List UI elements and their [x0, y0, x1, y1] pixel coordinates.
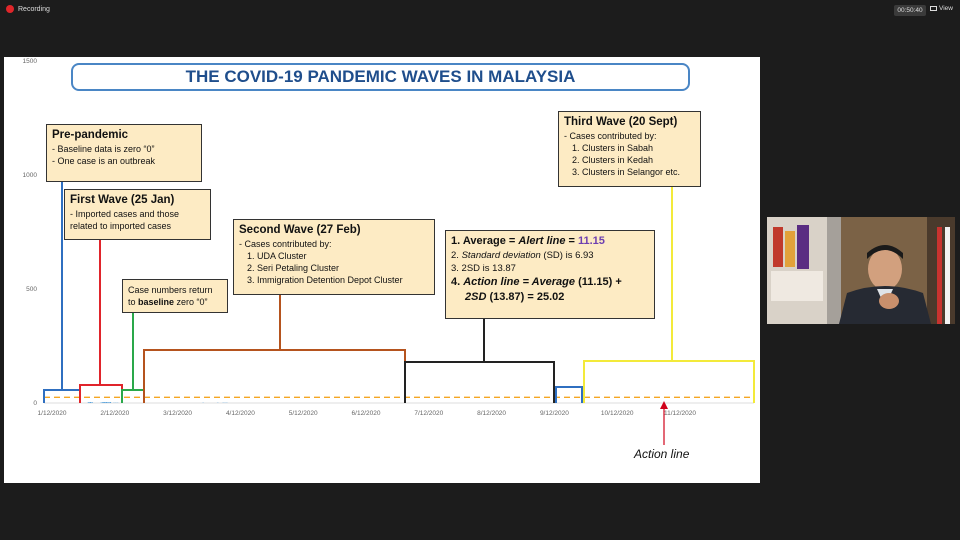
x-tick-label: 11/12/2020: [664, 410, 696, 417]
second-wave-list: UDA Cluster Seri Petaling Cluster Immigr…: [239, 250, 429, 286]
third-wave-list: Clusters in Sabah Clusters in Kedah Clus…: [564, 142, 695, 178]
first-wave-line: related to imported cases: [70, 221, 172, 231]
x-tick-label: 4/12/2020: [226, 410, 255, 417]
slide-title: THE COVID-19 PANDEMIC WAVES IN MALAYSIA: [71, 63, 690, 91]
action-line-formula: 4. Action line = Average (11.15) +: [451, 276, 622, 288]
bars-group: [87, 402, 228, 403]
list-item: Clusters in Kedah: [582, 154, 695, 166]
sd-line: 2. Standard deviation (SD) is 6.93: [451, 250, 594, 261]
x-tick-label: 8/12/2020: [477, 410, 506, 417]
x-tick-label: 9/12/2020: [540, 410, 569, 417]
x-tick-label: 6/12/2020: [352, 410, 381, 417]
second-wave-intro: - Cases contributed by:: [239, 239, 332, 249]
first-wave-line: - Imported cases and those: [70, 209, 180, 219]
bar: [109, 402, 112, 403]
x-tick-label: 3/12/2020: [163, 410, 192, 417]
y-tick-label: 0: [33, 400, 37, 407]
x-tick-label: 7/12/2020: [414, 410, 443, 417]
lull-bracket: [404, 361, 555, 403]
pre-third-wave-bracket: [555, 386, 583, 403]
third-wave-bracket: [583, 360, 755, 403]
cases-chart: 050010001500200025001/12/20202/12/20203/…: [23, 58, 755, 445]
baseline-line: Case numbers return: [128, 285, 213, 295]
bar: [91, 402, 93, 403]
prepandemic-line: - One case is an outbreak: [52, 156, 156, 166]
action-line-label: Action line: [634, 447, 690, 461]
x-tick-label: 10/12/2020: [601, 410, 634, 417]
average-line: 1. Average = Alert line = 11.15: [451, 235, 605, 247]
view-button[interactable]: View: [930, 5, 953, 12]
second-wave-bracket: [143, 349, 406, 403]
list-item: Clusters in Sabah: [582, 142, 695, 154]
action-line-formula-2: 2SD (13.87) = 25.02: [465, 291, 565, 303]
baseline-box: Case numbers return to baseline zero “0”: [122, 279, 228, 313]
presenter-video-frame: [767, 217, 955, 324]
baseline-line-2: to baseline zero “0”: [128, 297, 208, 307]
bar: [89, 402, 92, 403]
bar: [104, 402, 106, 403]
action-line-arrowhead: [660, 401, 668, 409]
list-item: Clusters in Selangor etc.: [582, 166, 695, 178]
bar: [105, 402, 108, 403]
record-icon: [6, 5, 14, 13]
stats-box: 1. Average = Alert line = 11.15 2. Stand…: [445, 230, 655, 319]
baseline-bracket: [121, 389, 145, 403]
recording-label: Recording: [18, 5, 50, 13]
x-tick-label: 5/12/2020: [289, 410, 318, 417]
meeting-timer: 00:50:40: [894, 5, 926, 16]
bar: [87, 402, 90, 403]
x-tick-label: 2/12/2020: [100, 410, 129, 417]
bar: [107, 402, 110, 403]
prepandemic-bracket: [43, 389, 81, 403]
third-wave-heading: Third Wave (20 Sept): [564, 116, 678, 128]
y-tick-label: 500: [26, 286, 37, 293]
first-wave-bracket: [79, 384, 123, 403]
list-item: Immigration Detention Depot Cluster: [257, 274, 429, 286]
list-item: Seri Petaling Cluster: [257, 262, 429, 274]
prepandemic-heading: Pre-pandemic: [52, 129, 129, 141]
shared-slide: 050010001500200025001/12/20202/12/20203/…: [4, 57, 760, 483]
list-item: UDA Cluster: [257, 250, 429, 262]
view-icon: [930, 6, 937, 11]
second-wave-heading: Second Wave (27 Feb): [239, 224, 361, 236]
presenter-video: [767, 217, 955, 324]
y-tick-label: 1000: [23, 172, 38, 179]
meeting-toolbar: Recording 00:50:40 View: [0, 0, 960, 22]
twosd-line: 3. 2SD is 13.87: [451, 263, 516, 274]
third-wave-box: Third Wave (20 Sept) - Cases contributed…: [558, 111, 701, 187]
y-tick-label: 1500: [23, 58, 38, 65]
recording-indicator[interactable]: Recording: [6, 5, 50, 13]
second-wave-box: Second Wave (27 Feb) - Cases contributed…: [233, 219, 435, 295]
first-wave-box: First Wave (25 Jan) - Imported cases and…: [64, 189, 211, 240]
bar: [102, 402, 104, 403]
view-label: View: [939, 5, 953, 12]
prepandemic-box: Pre-pandemic - Baseline data is zero “0”…: [46, 124, 202, 182]
first-wave-heading: First Wave (25 Jan): [70, 194, 175, 206]
prepandemic-line: - Baseline data is zero “0”: [52, 144, 155, 154]
third-wave-intro: - Cases contributed by:: [564, 131, 657, 141]
x-tick-label: 1/12/2020: [38, 410, 67, 417]
